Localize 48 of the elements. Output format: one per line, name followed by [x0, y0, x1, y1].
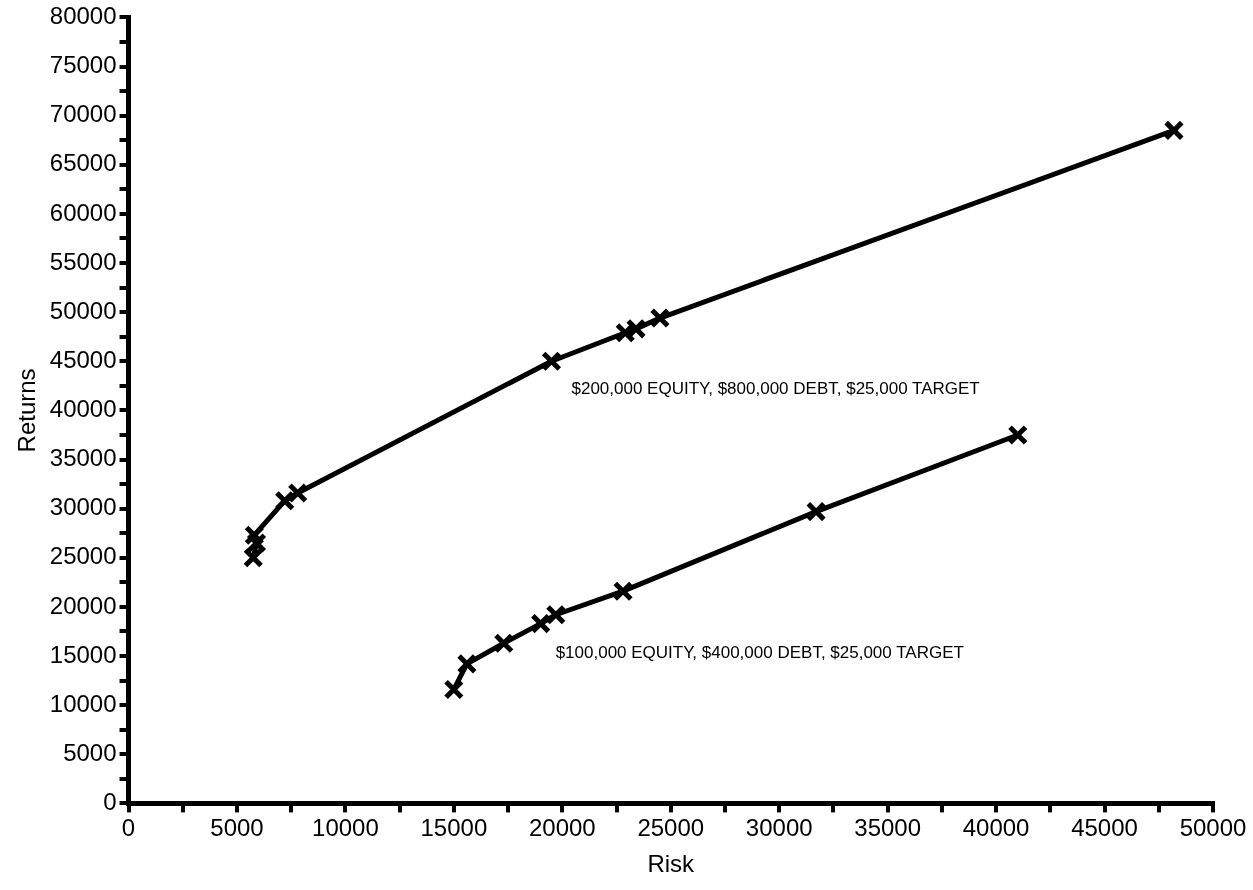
- y-tick-label: 40000: [49, 395, 117, 423]
- point: [530, 613, 551, 634]
- point: [1163, 120, 1185, 141]
- y-tick-label: 10000: [49, 689, 117, 717]
- point: [612, 580, 634, 602]
- x-tick-label: 35000: [854, 814, 922, 842]
- y-tick-label: 5000: [63, 738, 117, 766]
- x-tick-label: 25000: [637, 814, 705, 842]
- y-tick-label: 0: [103, 788, 117, 816]
- point: [274, 490, 295, 512]
- y-tick-label: 45000: [49, 345, 117, 373]
- x-tick-label: 20000: [528, 814, 596, 842]
- x-tick-label: 5000: [210, 814, 264, 842]
- point: [443, 679, 465, 700]
- series-label: $100,000 EQUITY, $400,000 DEBT, $25,000 TARGET: [555, 643, 964, 663]
- x-tick-label: 50000: [1179, 814, 1247, 842]
- y-tick-label: 15000: [49, 640, 117, 668]
- point: [287, 482, 308, 504]
- y-tick-label: 60000: [49, 198, 117, 226]
- point: [1007, 424, 1029, 446]
- point: [244, 524, 265, 546]
- y-tick-label: 50000: [49, 296, 117, 324]
- x-tick-label: 30000: [745, 814, 813, 842]
- point: [541, 351, 562, 372]
- y-tick-label: 30000: [49, 493, 117, 521]
- point: [614, 322, 636, 344]
- y-tick-label: 70000: [49, 100, 117, 128]
- point: [625, 318, 647, 340]
- x-tick-label: 0: [121, 814, 136, 842]
- y-tick-label: 25000: [49, 542, 117, 570]
- point: [545, 604, 567, 626]
- x-tick-label: 45000: [1071, 814, 1138, 842]
- x-axis-title: Risk: [647, 850, 696, 878]
- y-tick-label: 75000: [49, 51, 117, 79]
- series-label: $200,000 EQUITY, $800,000 DEBT, $25,000 TARGET: [571, 378, 980, 398]
- x-tick-label: 15000: [420, 814, 488, 842]
- point: [649, 307, 671, 329]
- y-tick-label: 55000: [49, 247, 117, 275]
- y-tick-label: 65000: [49, 149, 117, 177]
- y-axis-title: Returns: [13, 368, 41, 453]
- x-tick-label: 10000: [312, 814, 379, 842]
- x-tick-label: 40000: [962, 814, 1030, 842]
- y-tick-label: 35000: [49, 444, 117, 472]
- y-tick-label: 80000: [49, 2, 117, 30]
- point: [493, 632, 515, 654]
- y-tick-label: 20000: [49, 591, 117, 619]
- point: [805, 501, 827, 522]
- point: [456, 653, 478, 675]
